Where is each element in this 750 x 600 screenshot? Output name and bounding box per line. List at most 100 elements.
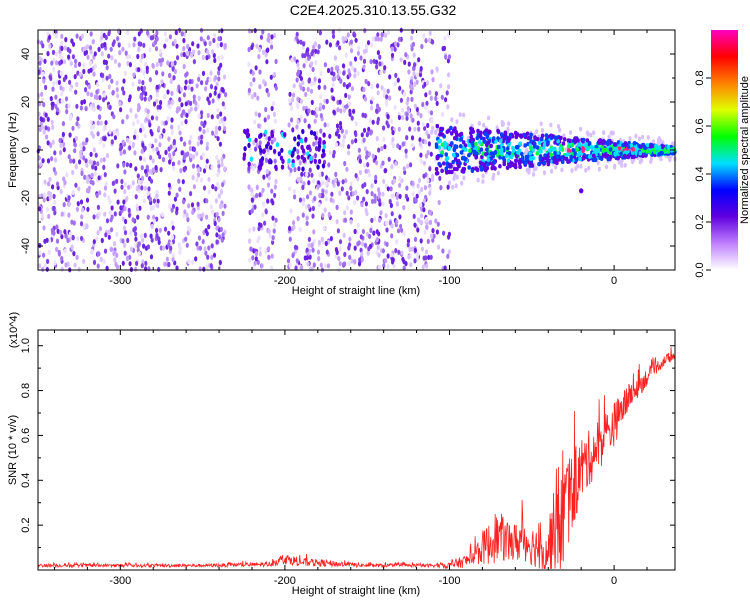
spectrogram-cell [348, 254, 352, 260]
spectrogram-cell [208, 40, 212, 47]
spectrogram-cell [570, 142, 575, 147]
spectrogram-cell [666, 145, 670, 150]
spectrogram-cell [125, 137, 130, 143]
y-tick-label: 40 [20, 48, 32, 60]
spectrogram-cell [175, 43, 179, 49]
spectrogram-cell [415, 106, 419, 112]
spectrogram-cell [73, 74, 77, 80]
spectrogram-cell [213, 220, 217, 227]
spectrogram-cell [374, 174, 378, 180]
spectrogram-cell [291, 127, 295, 133]
spectrogram-cell [378, 198, 382, 204]
spectrogram-cell [357, 261, 362, 267]
spectrogram-cell [646, 135, 650, 140]
spectrogram-cell [398, 182, 402, 188]
spectrogram-cell [170, 117, 174, 123]
spectrogram-cell [411, 117, 415, 123]
spectrogram-cell [82, 68, 86, 75]
spectrogram-cell [560, 159, 565, 165]
spectrogram-cell [95, 95, 99, 101]
spectrogram-cell [457, 164, 461, 169]
spectrogram-cell [60, 234, 64, 240]
spectrogram-cell [382, 136, 386, 142]
spectrogram-cell [263, 220, 267, 226]
spectrogram-cell [135, 186, 139, 192]
spectrogram-cell [323, 207, 327, 213]
spectrogram-cell [80, 170, 84, 176]
spectrogram-cell [217, 193, 221, 199]
spectrogram-cell [102, 258, 106, 264]
spectrogram-cell [63, 45, 67, 51]
spectrogram-cell [585, 138, 590, 143]
spectrogram-cell [342, 134, 346, 140]
spectrogram-cell [378, 54, 382, 60]
spectrogram-cell [67, 201, 72, 207]
spectrogram-cell [217, 55, 221, 61]
spectrogram-cell [426, 122, 430, 129]
spectrogram-cell [390, 223, 394, 229]
spectrogram-cell [149, 254, 154, 260]
snr-frame [37, 329, 676, 571]
spectrogram-cell [161, 71, 165, 77]
spectrogram-cell [113, 188, 117, 194]
spectrogram-cell [296, 96, 300, 102]
spectrogram-cell [209, 204, 213, 210]
spectrogram-cell [42, 129, 46, 135]
spectrogram-cell [259, 34, 264, 40]
spectrogram-cell [299, 114, 303, 120]
spectrogram-cell [271, 215, 275, 221]
spectrogram-cell [354, 138, 358, 144]
spectrogram-cell [516, 150, 520, 155]
spectrogram-cell [463, 157, 468, 162]
spectrogram-cell [396, 143, 400, 149]
spectrogram-cell [381, 201, 385, 207]
spectrogram-cell [526, 135, 531, 141]
spectrogram-cell [329, 236, 333, 242]
spectrogram-cell [182, 63, 186, 70]
spectrogram-cell [392, 178, 396, 184]
spectrogram-cell [406, 163, 410, 169]
spectrogram-cell [195, 241, 199, 247]
spectrogram-cell [391, 136, 395, 142]
spectrogram-cell [439, 83, 443, 89]
spectrogram-cell [328, 150, 332, 156]
spectrogram-cell [217, 163, 221, 169]
spectrogram-cell [175, 192, 179, 198]
spectrogram-cell [317, 239, 322, 246]
spectrogram-cell [163, 226, 168, 232]
spectrogram-cell [378, 61, 382, 67]
spectrogram-cell [587, 165, 591, 171]
spectrogram-cell [79, 149, 83, 155]
spectrogram-cell [214, 85, 218, 91]
spectrogram-cell [119, 150, 123, 156]
spectrogram-cell [356, 195, 360, 201]
spectrogram-cell [308, 190, 313, 196]
spectrogram-cell [370, 183, 374, 189]
spectrogram-cell [62, 59, 66, 65]
spectrogram-cell [190, 202, 195, 208]
spectrogram-cell [86, 178, 90, 184]
spectrogram-cell [381, 160, 385, 166]
spectrogram-cell [96, 204, 100, 210]
spectrogram-cell [219, 111, 223, 117]
spectrogram-cell [140, 53, 145, 59]
spectrogram-cell [207, 176, 211, 182]
spectrogram-cell [74, 182, 78, 188]
spectrogram-cell [85, 162, 89, 168]
spectrogram-cell [180, 31, 184, 37]
spectrogram-cell [198, 245, 202, 251]
spectrogram-cell [59, 229, 63, 236]
spectrogram-cell [440, 94, 444, 100]
spectrogram-cell [271, 239, 275, 245]
spectrogram-cell [220, 161, 224, 168]
spectrogram-cell [335, 123, 340, 129]
spectrogram-cell [364, 154, 369, 160]
spectrogram-cell [210, 164, 214, 171]
spectrogram-cell [414, 198, 418, 204]
spectrogram-cell [392, 263, 396, 269]
spectrogram-cell [607, 134, 611, 140]
spectrogram-cell [368, 118, 372, 124]
spectrogram-cell [95, 192, 99, 198]
spectrogram-cell [96, 104, 100, 110]
spectrogram-cell [157, 266, 161, 272]
